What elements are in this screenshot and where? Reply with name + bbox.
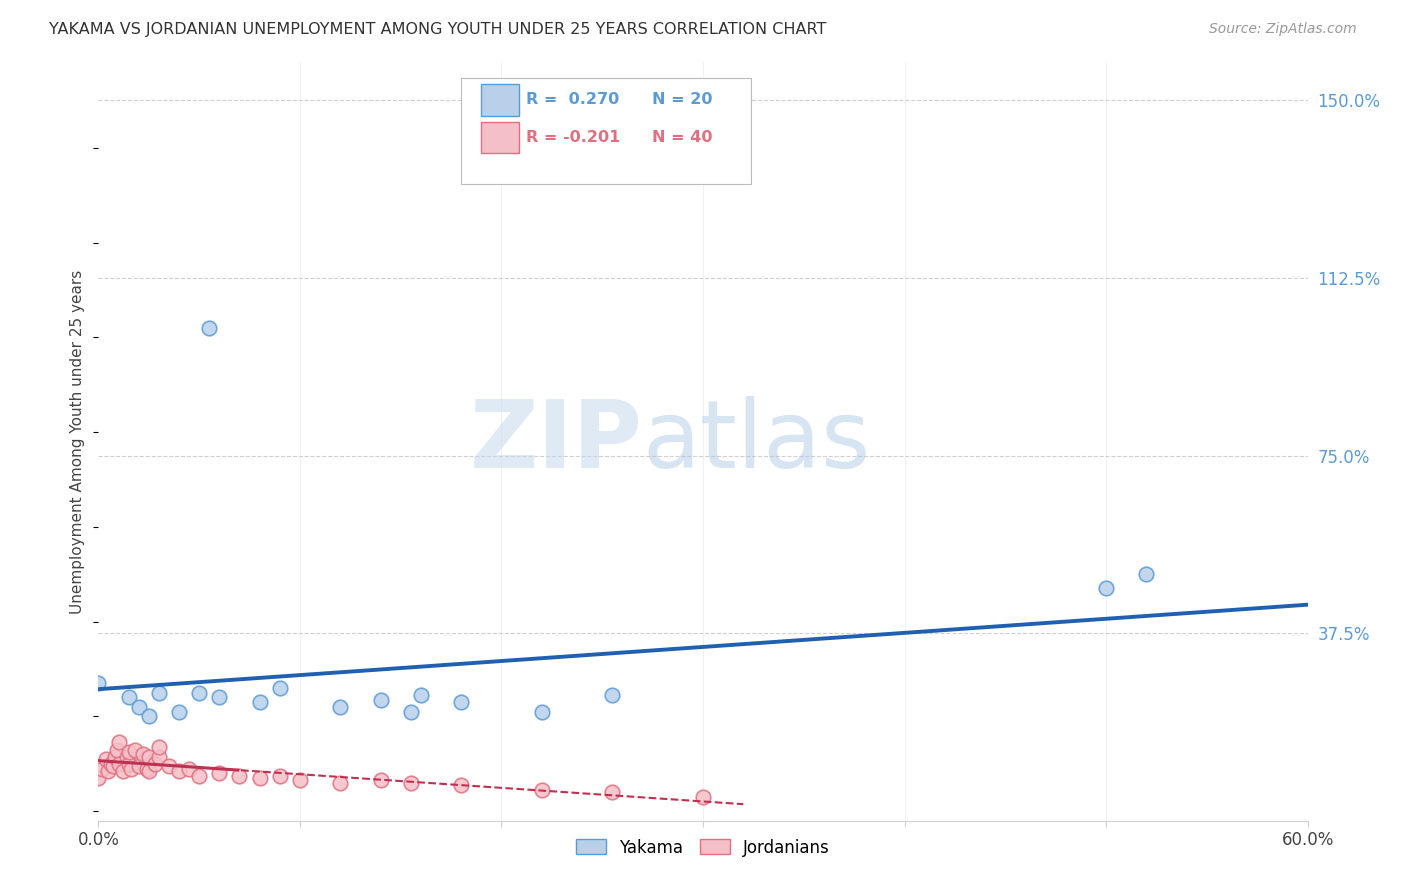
Point [96,752,118,766]
Text: Source: ZipAtlas.com: Source: ZipAtlas.com [1209,22,1357,37]
Point [249,771,271,785]
Point [602,785,624,799]
Point [399,705,422,719]
Text: atlas: atlas [643,395,870,488]
Text: ZIP: ZIP [470,395,643,488]
Text: N = 40: N = 40 [652,130,713,145]
Point [115,749,138,764]
Point [208,766,231,780]
Point [692,789,714,804]
Text: YAKAMA VS JORDANIAN UNEMPLOYMENT AMONG YOUTH UNDER 25 YEARS CORRELATION CHART: YAKAMA VS JORDANIAN UNEMPLOYMENT AMONG Y… [49,22,827,37]
Point [249,695,271,709]
Point [399,776,422,790]
Point [138,764,160,778]
Point [148,749,170,764]
Point [188,769,211,783]
Point [148,740,170,755]
Point [148,686,170,700]
Point [97,764,120,778]
Point [167,705,190,719]
Point [450,695,472,709]
Text: R = -0.201: R = -0.201 [526,130,620,145]
Point [167,764,190,778]
Point [87,676,110,690]
Point [128,699,150,714]
Point [91,762,114,776]
Point [1135,567,1157,582]
Point [1095,582,1118,596]
Point [118,756,141,771]
Point [409,688,432,702]
Point [288,773,311,788]
Point [157,759,180,773]
Point [269,681,291,695]
Point [208,690,231,705]
Y-axis label: Unemployment Among Youth under 25 years: Unemployment Among Youth under 25 years [70,269,86,614]
Point [143,756,166,771]
Text: N = 20: N = 20 [652,92,713,107]
Point [138,709,160,723]
Point [100,756,122,771]
Point [124,742,146,756]
Point [198,320,221,334]
FancyBboxPatch shape [481,121,519,153]
Point [128,759,150,773]
Point [530,782,553,797]
Point [602,688,624,702]
Text: R =  0.270: R = 0.270 [526,92,620,107]
Point [120,762,142,776]
Point [530,705,553,719]
Point [450,778,472,792]
Point [188,686,211,700]
Point [107,756,129,771]
FancyBboxPatch shape [461,78,751,184]
Point [107,735,129,749]
Point [105,742,128,756]
Point [228,769,250,783]
Point [329,699,352,714]
Point [118,690,141,705]
Point [135,762,157,776]
Point [138,749,160,764]
Point [329,776,352,790]
Point [87,771,110,785]
Point [118,745,141,759]
Point [179,762,201,776]
Point [370,693,392,707]
Point [132,747,155,762]
Point [269,769,291,783]
Point [111,764,134,778]
FancyBboxPatch shape [481,84,519,116]
Legend: Yakama, Jordanians: Yakama, Jordanians [571,834,835,862]
Point [103,749,125,764]
Point [370,773,392,788]
Point [101,759,124,773]
